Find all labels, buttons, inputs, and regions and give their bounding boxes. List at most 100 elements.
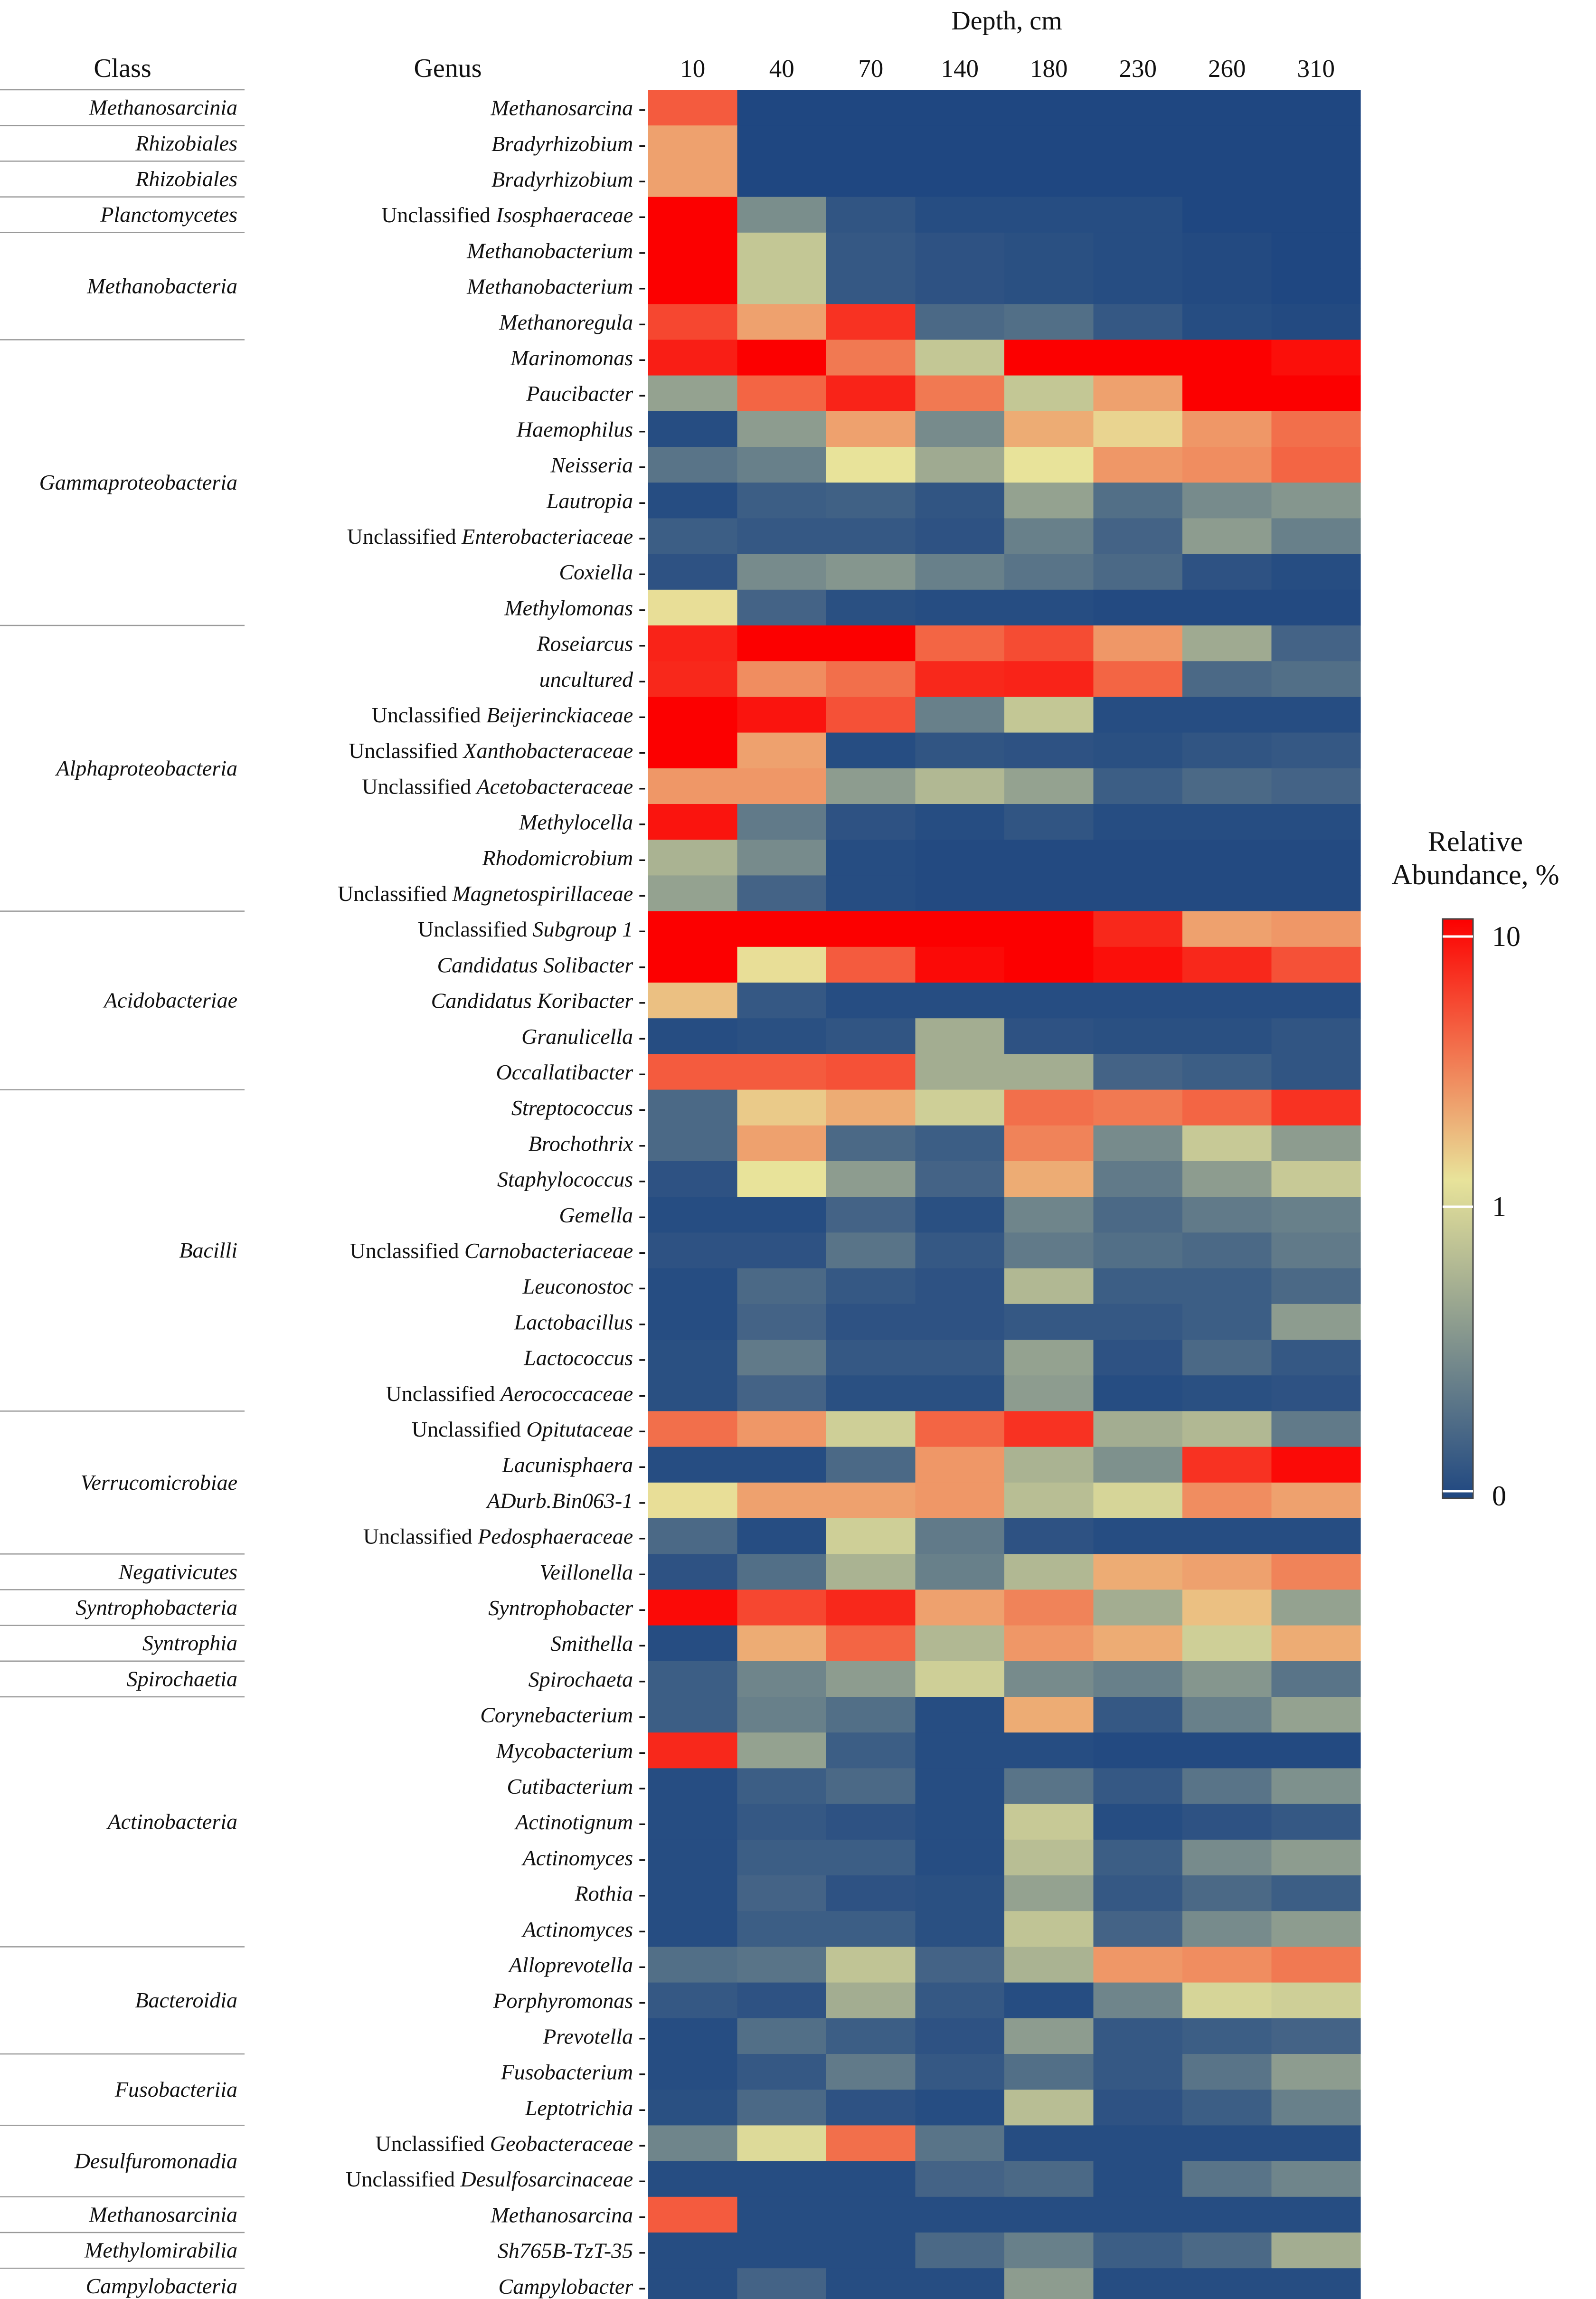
heatmap-cell <box>915 1554 1005 1590</box>
heatmap-cell <box>1271 411 1361 447</box>
heatmap-cell <box>1182 197 1272 233</box>
x-tick-label: 10 <box>680 55 705 83</box>
genus-label: Veillonella - <box>539 1560 646 1584</box>
heatmap-cell <box>915 125 1005 161</box>
genus-label: Gemella - <box>559 1203 646 1227</box>
heatmap-cell <box>915 1732 1005 1769</box>
heatmap-cell <box>648 589 738 626</box>
heatmap-cell <box>1271 447 1361 483</box>
heatmap-cell <box>1182 589 1272 626</box>
heatmap-cell <box>1271 268 1361 304</box>
heatmap-cell <box>648 1447 738 1483</box>
genus-label: Leptotrichia - <box>525 2096 646 2120</box>
heatmap-cell <box>1004 375 1094 412</box>
heatmap-cell <box>737 1518 827 1554</box>
heatmap-cell <box>1271 804 1361 840</box>
heatmap-cell <box>826 1804 916 1840</box>
heatmap-cell <box>1182 304 1272 340</box>
heatmap-cell <box>648 625 738 662</box>
heatmap-cell <box>648 1697 738 1733</box>
heatmap-cell <box>1182 1554 1272 1590</box>
heatmap-cell <box>737 1554 827 1590</box>
heatmap-cell <box>1093 1697 1183 1733</box>
heatmap-cell <box>1271 1804 1361 1840</box>
heatmap-cell <box>826 946 916 983</box>
heatmap-cell <box>648 375 738 412</box>
heatmap-cell <box>1093 1304 1183 1340</box>
heatmap-cell <box>826 1518 916 1554</box>
heatmap-cell <box>1093 946 1183 983</box>
heatmap-cell <box>1093 2196 1183 2233</box>
heatmap-cell <box>915 232 1005 269</box>
heatmap-cell <box>1271 483 1361 519</box>
heatmap-cell <box>826 804 916 840</box>
heatmap-cell <box>1182 554 1272 590</box>
heatmap-cell <box>1182 875 1272 912</box>
heatmap-cell <box>915 2125 1005 2162</box>
heatmap-cell <box>1093 483 1183 519</box>
heatmap-cell <box>915 2196 1005 2233</box>
heatmap-cell <box>826 1411 916 1448</box>
heatmap-cell <box>1271 1268 1361 1305</box>
heatmap-cell <box>915 1482 1005 1519</box>
heatmap-cell <box>1093 1589 1183 1626</box>
class-label: Methanosarcinia <box>88 95 237 120</box>
heatmap-cell <box>915 304 1005 340</box>
heatmap-cell <box>826 983 916 1019</box>
genus-label: Actinomyces - <box>521 1917 646 1941</box>
heatmap-cell <box>648 2018 738 2054</box>
heatmap-cell <box>1093 2054 1183 2090</box>
genus-label: Prevotella - <box>542 2024 646 2048</box>
heatmap-cell <box>737 2054 827 2090</box>
genus-label: Actinotignum - <box>514 1810 646 1834</box>
heatmap-cell <box>915 1697 1005 1733</box>
genus-label: Roseiarcus - <box>536 632 646 656</box>
heatmap-cell <box>737 697 827 733</box>
heatmap-cell <box>1271 2054 1361 2090</box>
heatmap-cell <box>1093 125 1183 161</box>
heatmap-cell <box>648 1304 738 1340</box>
heatmap-cell <box>1271 197 1361 233</box>
heatmap-cell <box>826 1661 916 1697</box>
heatmap-cell <box>737 1911 827 1947</box>
heatmap-cell <box>648 2054 738 2090</box>
class-label: Acidobacteriae <box>103 988 237 1012</box>
heatmap-cell <box>915 161 1005 198</box>
genus-label: Unclassified Isosphaeraceae - <box>381 203 646 227</box>
heatmap-cell <box>1093 1518 1183 1554</box>
class-label: Spirochaetia <box>127 1666 237 1691</box>
heatmap-cell <box>826 90 916 126</box>
heatmap-cell <box>1182 732 1272 769</box>
heatmap-cell <box>1004 804 1094 840</box>
genus-label: Unclassified Xanthobacteraceae - <box>349 738 646 763</box>
heatmap-cell <box>1093 1732 1183 1769</box>
heatmap-cell <box>1182 2125 1272 2162</box>
genus-label: uncultured - <box>539 667 646 691</box>
heatmap-cell <box>737 2196 827 2233</box>
heatmap-cell <box>1182 1661 1272 1697</box>
heatmap-cell <box>1182 1732 1272 1769</box>
heatmap-cell <box>1093 1197 1183 1233</box>
heatmap-cell <box>915 911 1005 947</box>
class-label: Syntrophobacteria <box>76 1595 237 1619</box>
heatmap-cell <box>1093 304 1183 340</box>
genus-label: Rhodomicrobium - <box>482 846 646 870</box>
heatmap-cell <box>915 483 1005 519</box>
heatmap-cell <box>737 1804 827 1840</box>
heatmap-cell <box>1271 2161 1361 2197</box>
heatmap-cell <box>1093 2125 1183 2162</box>
heatmap-cell <box>915 983 1005 1019</box>
heatmap-cell <box>826 1232 916 1269</box>
heatmap-cell <box>1182 2054 1272 2090</box>
heatmap-cell <box>648 1411 738 1448</box>
heatmap-cell <box>1004 2196 1094 2233</box>
heatmap-cell <box>648 2161 738 2197</box>
heatmap-cell <box>1004 697 1094 733</box>
heatmap-cell <box>1093 804 1183 840</box>
class-label: Gammaproteobacteria <box>39 470 237 494</box>
heatmap-cell <box>826 1268 916 1305</box>
heatmap-cell <box>1093 1340 1183 1376</box>
genus-header: Genus <box>414 54 482 83</box>
heatmap-cell <box>1004 125 1094 161</box>
heatmap-cell <box>1271 1482 1361 1519</box>
